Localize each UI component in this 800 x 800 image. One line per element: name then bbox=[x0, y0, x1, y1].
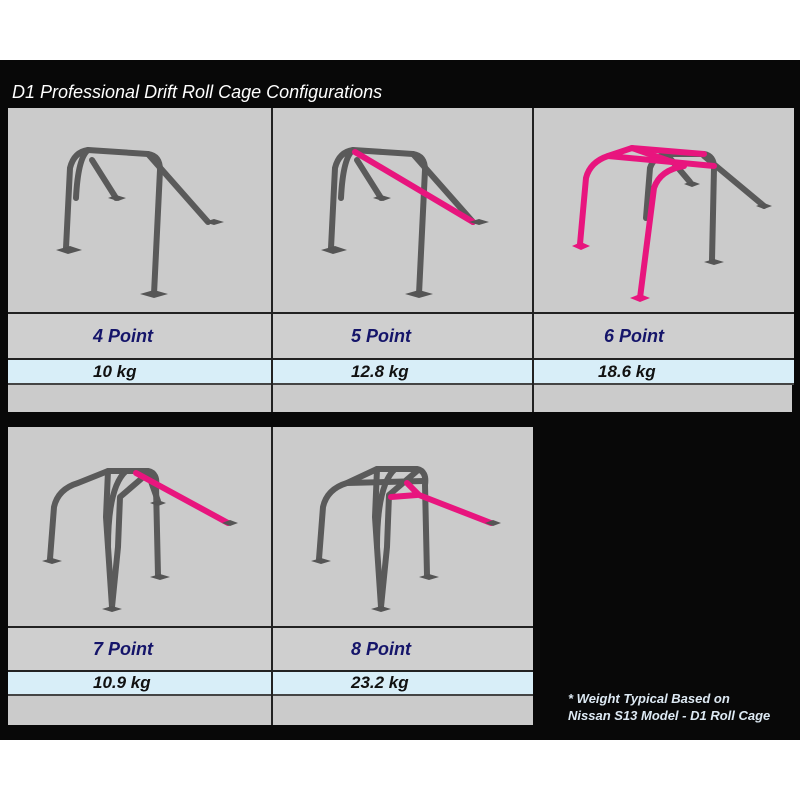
infographic: D1 Professional Drift Roll Cage Configur… bbox=[0, 60, 800, 740]
cage-7-point-image bbox=[8, 427, 271, 626]
cage-8-point-image bbox=[273, 427, 533, 626]
config-4-point: 4 Point 10 kg bbox=[8, 108, 271, 412]
config-6-point: 6 Point 18.6 kg bbox=[532, 108, 794, 412]
config-weight: 12.8 kg bbox=[273, 360, 534, 385]
footnote-line-1: * Weight Typical Based on bbox=[568, 691, 730, 706]
config-label: 4 Point bbox=[8, 312, 271, 360]
weight-footnote: * Weight Typical Based on Nissan S13 Mod… bbox=[568, 690, 770, 724]
page-title: D1 Professional Drift Roll Cage Configur… bbox=[12, 82, 383, 102]
top-panel: 4 Point 10 kg 5 Point 12.8 kg bbox=[8, 108, 794, 412]
config-8-point: 8 Point 23.2 kg bbox=[271, 427, 533, 725]
config-label: 6 Point bbox=[534, 312, 794, 360]
config-label: 8 Point bbox=[273, 626, 533, 672]
config-weight: 10.9 kg bbox=[8, 672, 271, 696]
cage-4-point-image bbox=[8, 108, 271, 312]
config-weight: 10 kg bbox=[8, 360, 271, 385]
config-5-point: 5 Point 12.8 kg bbox=[271, 108, 534, 412]
cage-6-point-image bbox=[534, 108, 794, 312]
cage-5-point-image bbox=[273, 108, 534, 312]
config-7-point: 7 Point 10.9 kg bbox=[8, 427, 271, 725]
footnote-line-2: Nissan S13 Model - D1 Roll Cage bbox=[568, 708, 771, 723]
bottom-panel: 7 Point 10.9 kg 8 Point 23.2 kg bbox=[8, 427, 533, 725]
config-weight: 23.2 kg bbox=[273, 672, 533, 696]
config-label: 7 Point bbox=[8, 626, 271, 672]
config-label: 5 Point bbox=[273, 312, 534, 360]
config-weight: 18.6 kg bbox=[534, 360, 794, 385]
